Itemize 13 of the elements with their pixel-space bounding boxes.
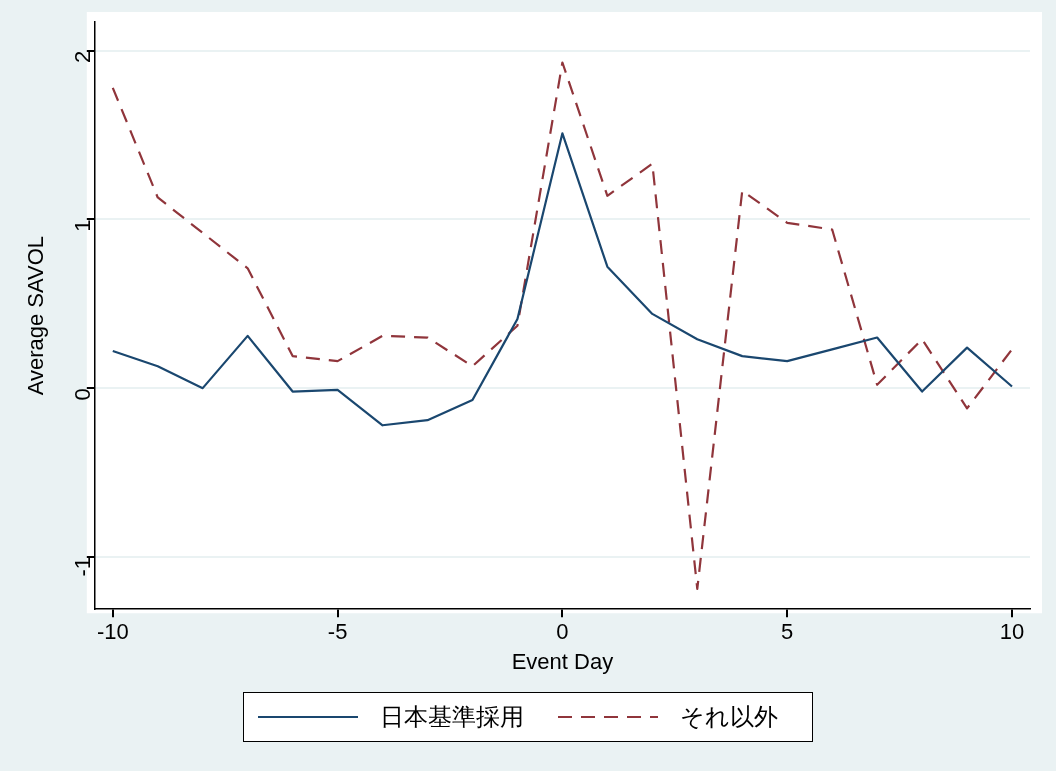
x-tick-label: 10 xyxy=(999,619,1025,645)
x-axis-title: Event Day xyxy=(511,648,614,674)
x-tick-label: -10 xyxy=(96,619,129,645)
y-tick-label: 0 xyxy=(69,388,95,401)
x-tick-label: 0 xyxy=(556,619,569,645)
y-tick-label: 1 xyxy=(69,219,95,232)
y-axis-title: Average SAVOL xyxy=(23,235,49,396)
y-tick-label: -1 xyxy=(69,556,95,577)
x-tick-label: -5 xyxy=(327,619,348,645)
y-tick-label: 2 xyxy=(69,50,95,63)
legend-label: それ以外 xyxy=(680,702,778,732)
x-tick-label: 5 xyxy=(781,619,794,645)
legend-label: 日本基準採用 xyxy=(380,702,524,732)
